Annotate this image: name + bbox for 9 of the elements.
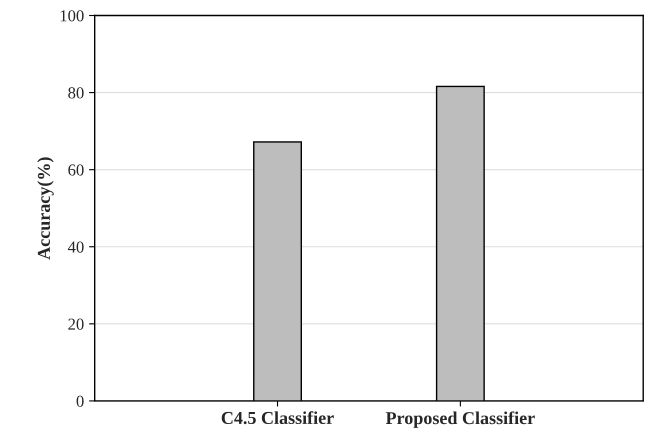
y-tick-label: 60 (68, 164, 84, 176)
x-tick-label: C4.5 Classifier (222, 411, 334, 424)
y-tick-label: 40 (68, 241, 84, 253)
y-axis-title: Accuracy(%) (37, 157, 54, 260)
y-tick-label: 0 (76, 396, 84, 407)
y-tick-label: 20 (68, 318, 84, 330)
y-tick-label: 100 (60, 10, 84, 22)
y-tick-label: 80 (68, 87, 84, 99)
x-tick-label: Proposed Classifier (386, 411, 535, 428)
